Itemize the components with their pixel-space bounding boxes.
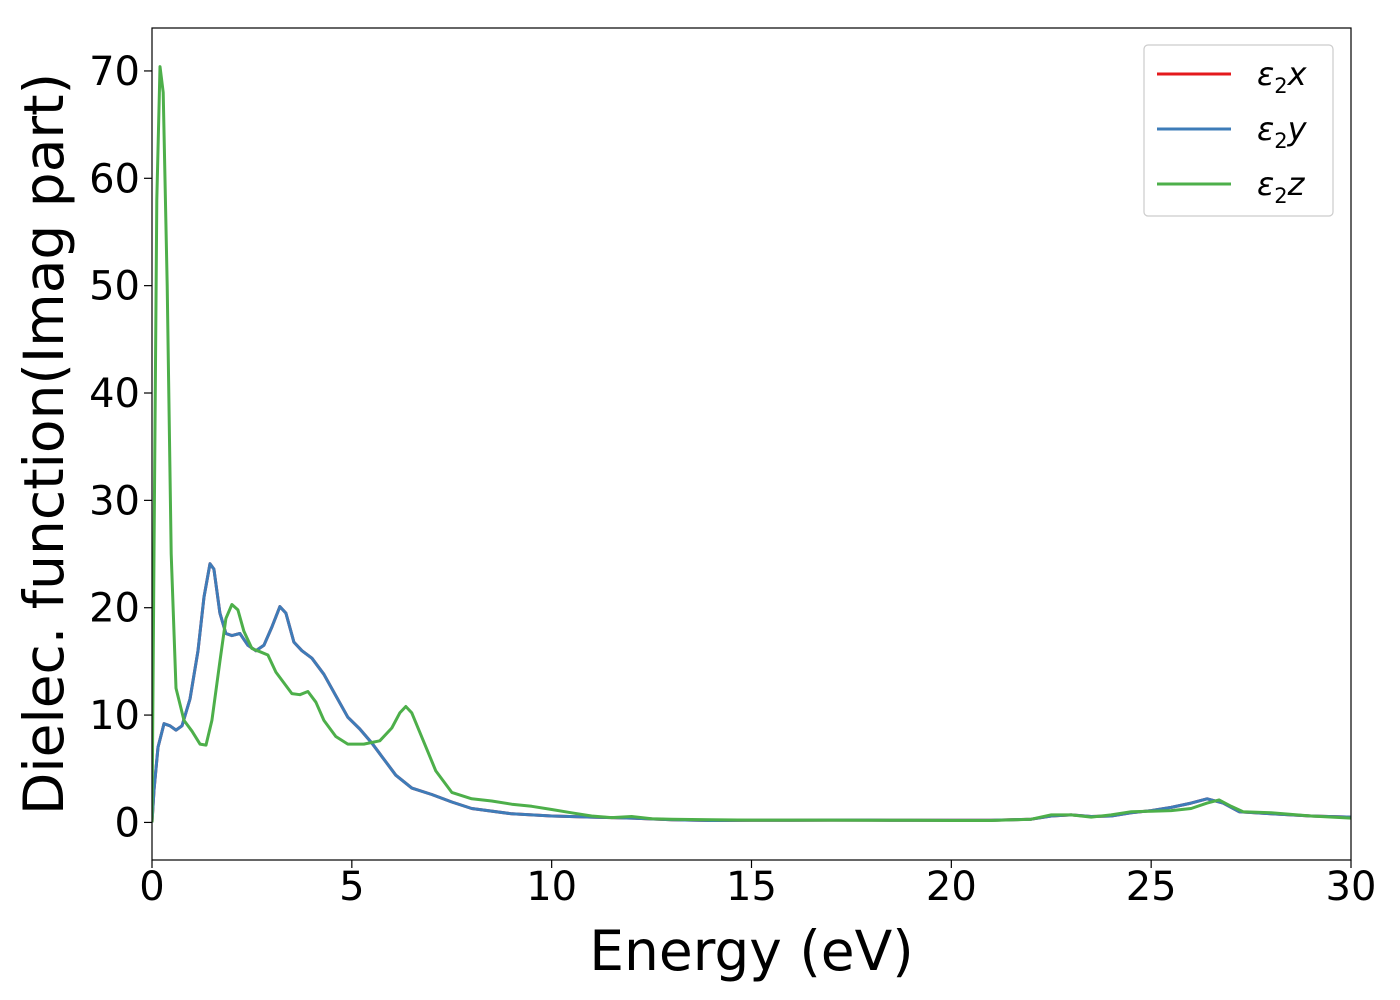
y-tick-label: 70: [89, 49, 140, 95]
x-tick-label: 5: [339, 864, 364, 910]
ticks-layer: 0 5 10 15 20 25 30 0 10 20 30 40 50 60 70: [89, 49, 1376, 910]
y-axis-title: Dielec. function(Imag part): [12, 73, 76, 815]
legend: ε2x ε2y ε2z: [1143, 44, 1334, 217]
x-tick-label: 15: [726, 864, 777, 910]
series-layer: [152, 65, 1351, 823]
y-tick-label: 0: [115, 800, 140, 846]
y-tick-label: 10: [89, 693, 140, 739]
legend-label-z: ε2z: [1257, 165, 1306, 208]
legend-box: [1143, 44, 1334, 217]
x-tick-label: 10: [526, 864, 577, 910]
x-tick-label: 20: [926, 864, 977, 910]
y-tick-label: 20: [89, 586, 140, 632]
x-tick-label: 25: [1126, 864, 1177, 910]
y-tick-label: 50: [89, 264, 140, 310]
x-tick-label: 0: [139, 864, 164, 910]
x-axis-title: Energy (eV): [589, 919, 913, 983]
series-line-x: [152, 562, 1351, 823]
legend-label-y: ε2y: [1257, 110, 1308, 153]
y-tick-label: 30: [89, 478, 140, 524]
y-tick-label: 60: [89, 156, 140, 202]
y-tick-label: 40: [89, 371, 140, 417]
x-tick-label: 30: [1326, 864, 1377, 910]
series-line-y: [152, 562, 1351, 823]
series-line-z: [152, 65, 1351, 823]
legend-label-x: ε2x: [1257, 55, 1308, 98]
